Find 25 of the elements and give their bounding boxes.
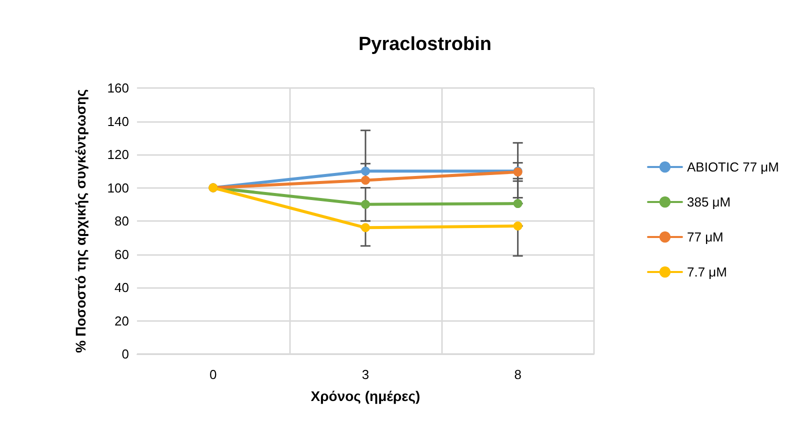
x-tick-label: 0 (210, 367, 217, 382)
x-tick-label: 8 (514, 367, 522, 382)
y-tick-label: 160 (107, 80, 129, 96)
point (513, 221, 522, 230)
y-tick-label: 120 (107, 147, 129, 162)
legend-label: ABIOTIC 77 μM (686, 160, 780, 174)
legend-label: 7.7 μM (686, 264, 728, 280)
x-axis-title: Χρόνος (ημέρες) (310, 388, 420, 404)
y-tick-label: 0 (122, 346, 129, 362)
y-tick-label: 60 (114, 246, 129, 262)
chart-title: Pyraclostrobin (358, 34, 492, 55)
point (361, 200, 370, 209)
point (513, 199, 522, 208)
y-tick-label: 100 (107, 180, 129, 196)
y-tick-label: 40 (114, 280, 129, 295)
y-tick-label: 80 (114, 214, 129, 228)
y-axis-title: % Ποσοστό της αρχικής συγκέντρωσης (72, 89, 88, 353)
legend-label: 77 μM (686, 230, 724, 244)
y-tick-label: 20 (114, 313, 129, 328)
point (361, 176, 370, 185)
legend-label: 385 μM (686, 194, 731, 210)
point (361, 223, 370, 232)
y-tick-label: 140 (107, 114, 129, 129)
point (361, 166, 370, 176)
x-tick-label: 3 (362, 367, 370, 382)
